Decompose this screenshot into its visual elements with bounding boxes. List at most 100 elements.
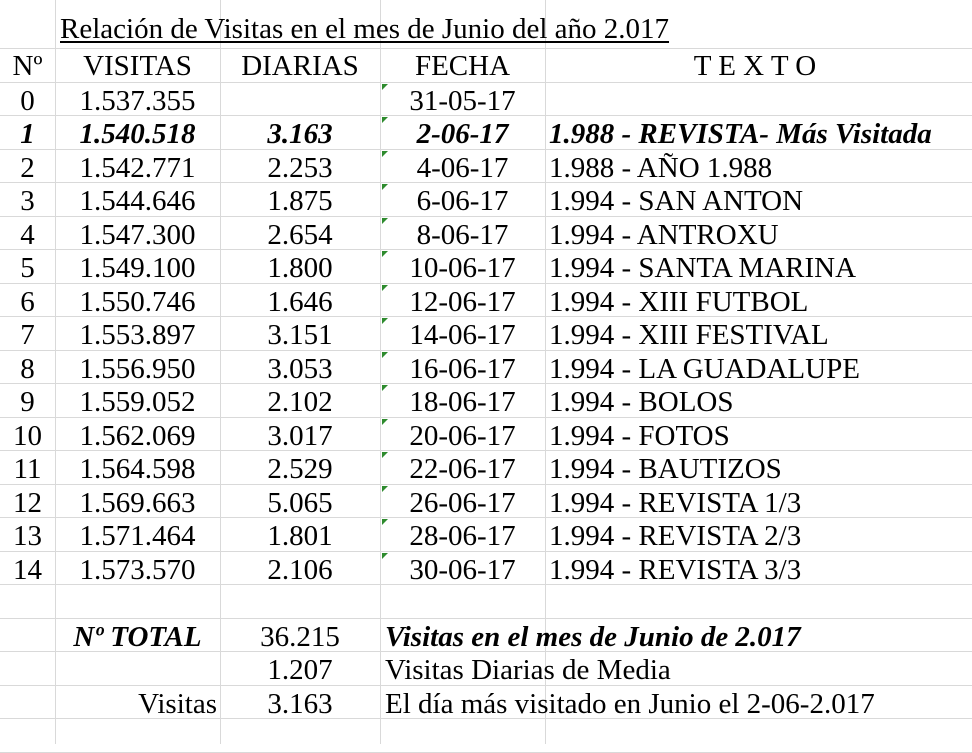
- row-num[interactable]: 0: [20, 85, 35, 117]
- row-visitas[interactable]: 1.562.069: [79, 420, 196, 452]
- row-num[interactable]: 5: [20, 252, 35, 284]
- row-fecha[interactable]: 2-06-17: [416, 118, 509, 150]
- row-diarias[interactable]: 3.151: [267, 319, 333, 351]
- row-diarias[interactable]: 1.646: [267, 286, 333, 318]
- row-texto[interactable]: 1.994 - XIII FUTBOL: [549, 286, 809, 318]
- row-visitas[interactable]: 1.564.598: [79, 453, 196, 485]
- row-visitas[interactable]: 1.542.771: [79, 152, 196, 184]
- row-num[interactable]: 11: [13, 453, 42, 485]
- grid-column-line: [55, 0, 56, 744]
- row-texto[interactable]: 1.994 - SAN ANTON: [549, 185, 804, 217]
- cell-marker-icon: [382, 385, 388, 391]
- row-num[interactable]: 3: [20, 185, 35, 217]
- header-fecha[interactable]: FECHA: [414, 50, 511, 82]
- grid-row-line: [0, 651, 972, 652]
- row-num[interactable]: 13: [13, 520, 42, 552]
- row-visitas[interactable]: 1.553.897: [79, 319, 196, 351]
- row-texto[interactable]: 1.994 - SANTA MARINA: [549, 252, 857, 284]
- row-texto[interactable]: 1.994 - BOLOS: [549, 386, 734, 418]
- row-fecha[interactable]: 14-06-17: [409, 319, 516, 351]
- row-texto[interactable]: 1.988 - AÑO 1.988: [549, 152, 773, 184]
- sheet-title[interactable]: Relación de Visitas en el mes de Junio d…: [60, 13, 670, 45]
- average-value[interactable]: 1.207: [267, 654, 333, 686]
- row-diarias[interactable]: 1.800: [267, 252, 333, 284]
- row-num[interactable]: 2: [20, 152, 35, 184]
- total-text[interactable]: Visitas en el mes de Junio de 2.017: [385, 621, 801, 653]
- cell-marker-icon: [382, 318, 388, 324]
- row-visitas[interactable]: 1.573.570: [79, 554, 196, 586]
- row-num[interactable]: 1: [20, 118, 35, 150]
- row-texto[interactable]: 1.994 - REVISTA 3/3: [549, 554, 802, 586]
- max-label[interactable]: Visitas: [138, 688, 217, 720]
- row-num[interactable]: 10: [13, 420, 42, 452]
- row-diarias[interactable]: 3.053: [267, 353, 333, 385]
- row-visitas[interactable]: 1.549.100: [79, 252, 196, 284]
- row-visitas[interactable]: 1.544.646: [79, 185, 196, 217]
- row-num[interactable]: 4: [20, 219, 35, 251]
- row-fecha[interactable]: 4-06-17: [416, 152, 509, 184]
- row-fecha[interactable]: 10-06-17: [409, 252, 516, 284]
- total-value[interactable]: 36.215: [260, 621, 340, 653]
- row-diarias[interactable]: 3.163: [267, 118, 333, 150]
- row-diarias[interactable]: 1.875: [267, 185, 333, 217]
- total-label[interactable]: Nº TOTAL: [73, 621, 202, 653]
- row-num[interactable]: 6: [20, 286, 35, 318]
- grid-row-line: [0, 216, 972, 217]
- row-fecha[interactable]: 31-05-17: [409, 85, 516, 117]
- average-text[interactable]: Visitas Diarias de Media: [385, 654, 671, 686]
- row-fecha[interactable]: 30-06-17: [409, 554, 516, 586]
- row-fecha[interactable]: 26-06-17: [409, 487, 516, 519]
- row-visitas[interactable]: 1.550.746: [79, 286, 196, 318]
- row-fecha[interactable]: 16-06-17: [409, 353, 516, 385]
- row-diarias[interactable]: 2.102: [267, 386, 333, 418]
- row-diarias[interactable]: 5.065: [267, 487, 333, 519]
- row-diarias[interactable]: 3.017: [267, 420, 333, 452]
- header-texto[interactable]: T E X T O: [693, 50, 817, 82]
- row-visitas[interactable]: 1.540.518: [79, 118, 196, 150]
- row-fecha[interactable]: 22-06-17: [409, 453, 516, 485]
- cell-marker-icon: [382, 84, 388, 90]
- row-num[interactable]: 14: [13, 554, 42, 586]
- row-fecha[interactable]: 20-06-17: [409, 420, 516, 452]
- row-diarias[interactable]: 2.529: [267, 453, 333, 485]
- row-texto[interactable]: 1.994 - REVISTA 1/3: [549, 487, 802, 519]
- header-visitas[interactable]: VISITAS: [83, 50, 192, 82]
- grid-row-line: [0, 283, 972, 284]
- row-num[interactable]: 7: [20, 319, 35, 351]
- row-fecha[interactable]: 28-06-17: [409, 520, 516, 552]
- row-visitas[interactable]: 1.559.052: [79, 386, 196, 418]
- grid-row-line: [0, 82, 972, 83]
- row-fecha[interactable]: 12-06-17: [409, 286, 516, 318]
- row-texto[interactable]: 1.994 - REVISTA 2/3: [549, 520, 802, 552]
- row-visitas[interactable]: 1.537.355: [79, 85, 196, 117]
- row-visitas[interactable]: 1.571.464: [79, 520, 196, 552]
- cell-marker-icon: [382, 285, 388, 291]
- row-texto[interactable]: 1.994 - BAUTIZOS: [549, 453, 782, 485]
- row-num[interactable]: 8: [20, 353, 35, 385]
- row-texto[interactable]: 1.988 - REVISTA- Más Visitada: [549, 118, 932, 150]
- row-visitas[interactable]: 1.556.950: [79, 353, 196, 385]
- row-diarias[interactable]: 2.253: [267, 152, 333, 184]
- row-fecha[interactable]: 6-06-17: [416, 185, 509, 217]
- grid-column-line: [380, 0, 381, 744]
- row-texto[interactable]: 1.994 - FOTOS: [549, 420, 730, 452]
- row-fecha[interactable]: 18-06-17: [409, 386, 516, 418]
- row-diarias[interactable]: 1.801: [267, 520, 333, 552]
- row-texto[interactable]: 1.994 - XIII FESTIVAL: [549, 319, 829, 351]
- header-diarias[interactable]: DIARIAS: [241, 50, 359, 82]
- cell-marker-icon: [382, 452, 388, 458]
- row-diarias[interactable]: 2.654: [267, 219, 333, 251]
- row-diarias[interactable]: 2.106: [267, 554, 333, 586]
- grid-row-line: [0, 517, 972, 518]
- row-fecha[interactable]: 8-06-17: [416, 219, 509, 251]
- max-value[interactable]: 3.163: [267, 688, 333, 720]
- header-num[interactable]: Nº: [12, 50, 43, 82]
- row-visitas[interactable]: 1.547.300: [79, 219, 196, 251]
- row-visitas[interactable]: 1.569.663: [79, 487, 196, 519]
- row-num[interactable]: 9: [20, 386, 35, 418]
- max-text[interactable]: El día más visitado en Junio el 2-06-2.0…: [385, 688, 875, 720]
- row-num[interactable]: 12: [13, 487, 42, 519]
- row-texto[interactable]: 1.994 - LA GUADALUPE: [549, 353, 860, 385]
- row-texto[interactable]: 1.994 - ANTROXU: [549, 219, 779, 251]
